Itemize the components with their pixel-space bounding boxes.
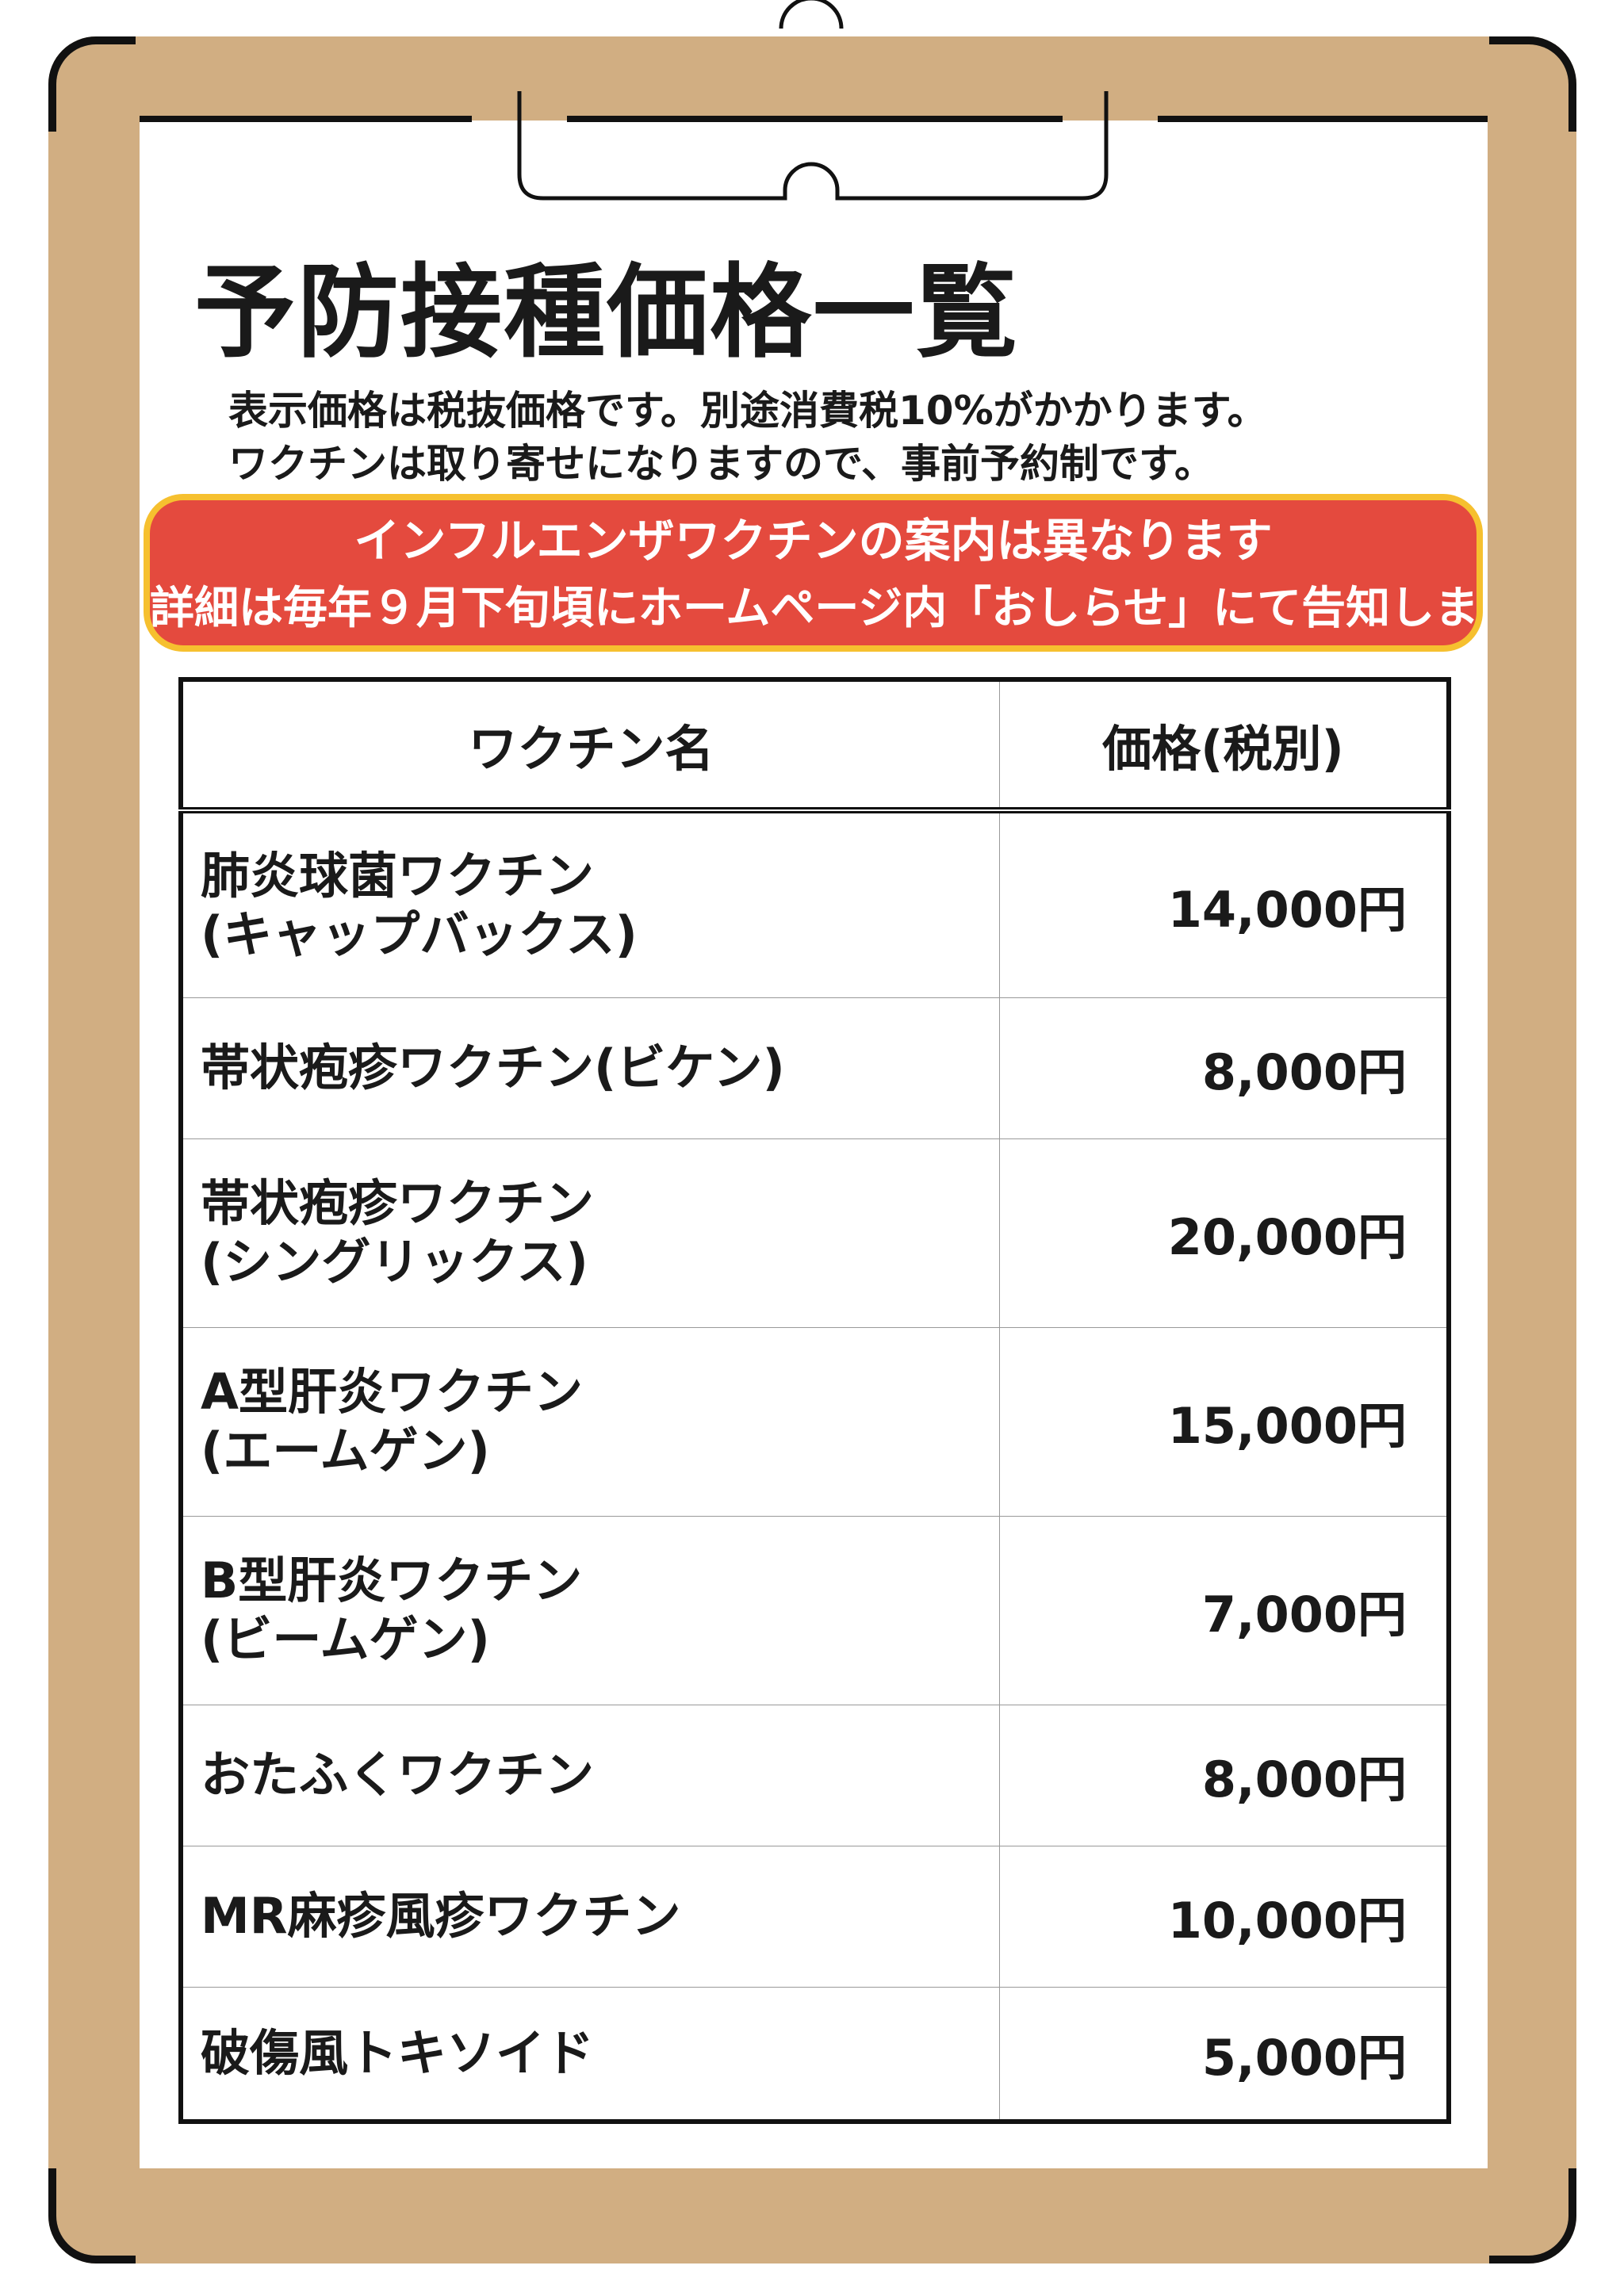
vaccine-name-text: B型肝炎ワクチン <box>201 1552 583 1609</box>
vaccine-name-text: MR麻疹風疹ワクチン <box>201 1887 681 1945</box>
vaccine-name-text: 帯状疱疹ワクチン <box>201 1174 595 1232</box>
vaccine-name: A型肝炎ワクチン (エームゲン) <box>180 1326 1000 1517</box>
vaccine-price: 5,000円 <box>999 1986 1450 2122</box>
table-row: A型肝炎ワクチン (エームゲン) 15,000円 <box>180 1326 1450 1517</box>
banner-line-2: 詳細は毎年９月下旬頃にホームページ内「おしらせ」にて告知します <box>150 583 1483 634</box>
vaccine-name-text: 破傷風トキソイド <box>201 2023 595 2082</box>
vaccine-price: 8,000円 <box>999 1704 1450 1846</box>
table-row: MR麻疹風疹ワクチン 10,000円 <box>180 1845 1450 1988</box>
vaccine-price: 7,000円 <box>999 1515 1450 1705</box>
board-corner-tr <box>1489 36 1576 132</box>
vaccine-price: 14,000円 <box>999 809 1450 998</box>
tax-note: 表示価格は税抜価格です。別途消費税10%がかかります。 <box>228 388 1267 434</box>
vaccine-name: おたふくワクチン <box>180 1704 1000 1846</box>
price-table: ワクチン名 価格(税別) 肺炎球菌ワクチン (キャップバックス) 14,000円 帯状… <box>178 677 1451 2124</box>
vaccine-name: 帯状疱疹ワクチン(ビケン) <box>180 997 1000 1139</box>
influenza-notice-banner: インフルエンザワクチンの案内は異なります 詳細は毎年９月下旬頃にホームページ内「… <box>144 494 1483 652</box>
vaccine-name: B型肝炎ワクチン (ビームゲン) <box>180 1515 1000 1705</box>
clip-icon <box>140 0 1488 201</box>
vaccine-price: 20,000円 <box>999 1138 1450 1328</box>
reservation-note: ワクチンは取り寄せになりますので、事前予約制です。 <box>228 441 1214 487</box>
vaccine-product-name: (ビームゲン) <box>201 1610 490 1668</box>
vaccine-name: MR麻疹風疹ワクチン <box>180 1845 1000 1988</box>
vaccine-product-name: (キャップバックス) <box>201 905 638 963</box>
table-row: おたふくワクチン 8,000円 <box>180 1704 1450 1846</box>
table-header-row: ワクチン名 価格(税別) <box>180 679 1450 813</box>
vaccine-price: 8,000円 <box>999 997 1450 1139</box>
vaccine-name-text: 肺炎球菌ワクチン <box>201 846 595 905</box>
vaccine-product-name: (シングリックス) <box>201 1233 588 1291</box>
board-corner-bl <box>48 2168 136 2263</box>
vaccine-name-text: おたふくワクチン <box>201 1746 595 1804</box>
vaccine-name: 肺炎球菌ワクチン (キャップバックス) <box>180 809 1000 998</box>
table-row: B型肝炎ワクチン (ビームゲン) 7,000円 <box>180 1515 1450 1705</box>
header-vaccine-name: ワクチン名 <box>180 679 1000 813</box>
table-row: 帯状疱疹ワクチン(ビケン) 8,000円 <box>180 997 1450 1139</box>
header-price: 価格(税別) <box>999 679 1450 813</box>
vaccine-name-text: 帯状疱疹ワクチン(ビケン) <box>201 1039 785 1096</box>
banner-line-1: インフルエンザワクチンの案内は異なります <box>354 514 1273 568</box>
vaccine-name: 破傷風トキソイド <box>180 1986 1000 2122</box>
page-title: 予防接種価格一覧 <box>194 254 1020 372</box>
vaccine-price: 15,000円 <box>999 1326 1450 1517</box>
table-row: 破傷風トキソイド 5,000円 <box>180 1986 1450 2122</box>
table-row: 肺炎球菌ワクチン (キャップバックス) 14,000円 <box>180 809 1450 998</box>
vaccine-name: 帯状疱疹ワクチン (シングリックス) <box>180 1138 1000 1328</box>
vaccine-product-name: (エームゲン) <box>201 1422 490 1479</box>
table-row: 帯状疱疹ワクチン (シングリックス) 20,000円 <box>180 1138 1450 1328</box>
vaccine-name-text: A型肝炎ワクチン <box>201 1363 583 1421</box>
board-corner-tl <box>48 36 136 132</box>
vaccine-price: 10,000円 <box>999 1845 1450 1988</box>
board-corner-br <box>1489 2168 1576 2263</box>
